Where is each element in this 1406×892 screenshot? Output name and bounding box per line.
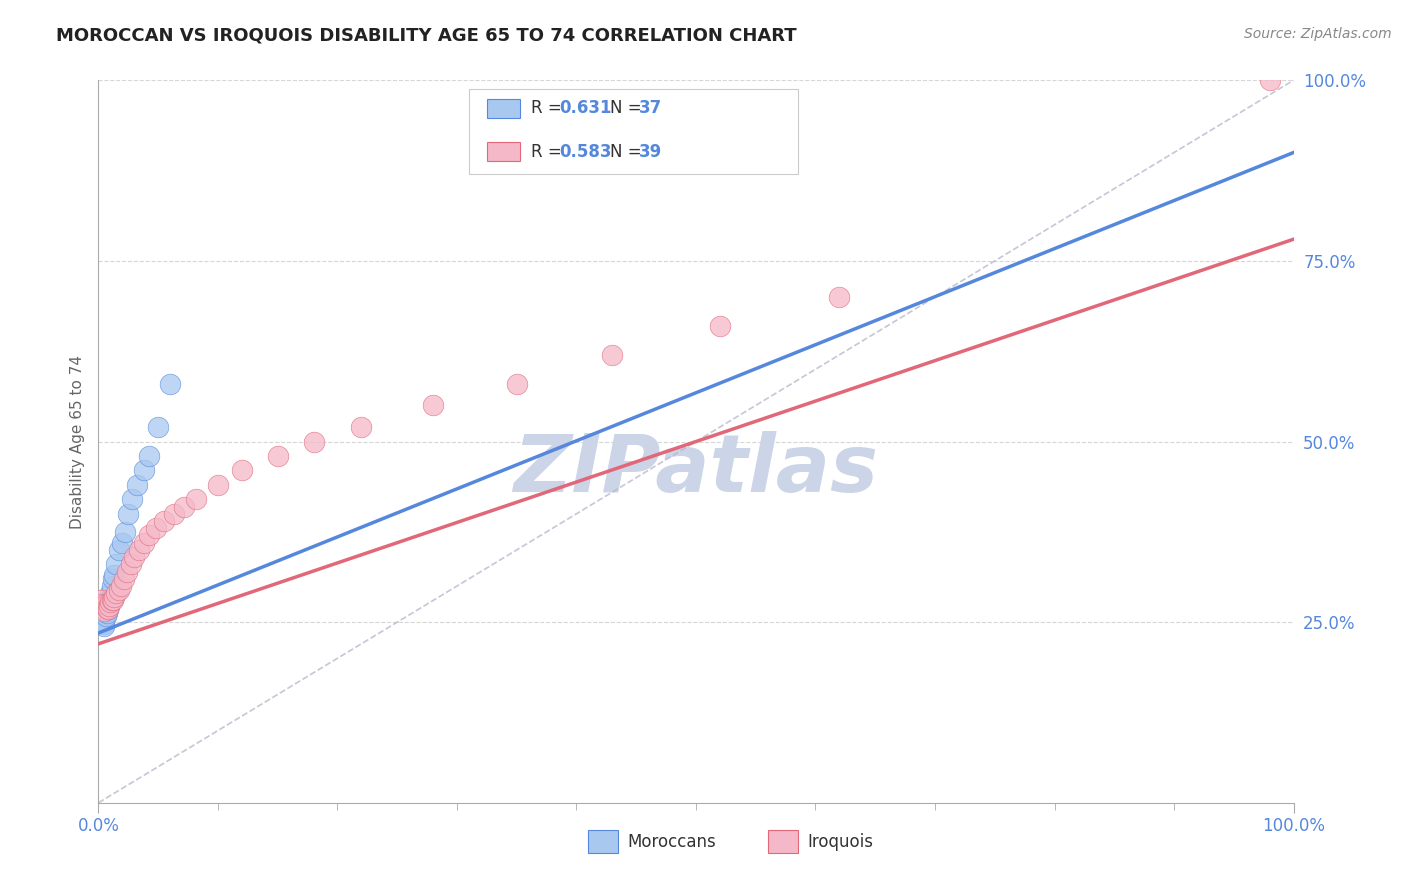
Point bbox=[90, 593, 112, 607]
Point bbox=[103, 590, 125, 604]
Point bbox=[94, 604, 117, 618]
Point bbox=[103, 568, 125, 582]
Point bbox=[97, 602, 120, 616]
Point bbox=[94, 609, 117, 624]
Text: 0.631: 0.631 bbox=[560, 100, 612, 118]
Point bbox=[93, 602, 115, 616]
Point bbox=[115, 565, 138, 579]
Point bbox=[107, 582, 129, 597]
Point bbox=[1258, 73, 1281, 87]
Point bbox=[101, 572, 124, 586]
Point bbox=[138, 528, 160, 542]
Text: Moroccans: Moroccans bbox=[628, 833, 717, 851]
Point bbox=[96, 599, 118, 614]
Point bbox=[91, 607, 114, 622]
Point bbox=[97, 602, 120, 616]
Point bbox=[93, 619, 115, 633]
Point bbox=[121, 492, 143, 507]
Point bbox=[105, 558, 128, 572]
Point bbox=[145, 521, 167, 535]
Bar bbox=[589, 830, 619, 854]
Point bbox=[148, 420, 170, 434]
Point bbox=[101, 593, 124, 607]
Text: ZIPatlas: ZIPatlas bbox=[513, 432, 879, 509]
Point bbox=[112, 572, 135, 586]
Point bbox=[125, 478, 148, 492]
Point bbox=[506, 376, 529, 391]
Point bbox=[114, 524, 136, 539]
Point bbox=[98, 592, 122, 607]
Point bbox=[98, 599, 121, 614]
Point bbox=[132, 463, 155, 477]
Bar bbox=[486, 99, 520, 118]
Point bbox=[186, 492, 208, 507]
Point bbox=[96, 602, 118, 616]
Point bbox=[709, 318, 731, 333]
Point bbox=[94, 597, 117, 611]
Point bbox=[91, 600, 114, 615]
Point bbox=[105, 586, 128, 600]
Point bbox=[93, 609, 115, 624]
Point bbox=[153, 514, 176, 528]
Point bbox=[96, 600, 118, 615]
Point bbox=[117, 507, 139, 521]
Point bbox=[91, 611, 114, 625]
Y-axis label: Disability Age 65 to 74: Disability Age 65 to 74 bbox=[69, 354, 84, 529]
Point bbox=[93, 604, 115, 618]
Point bbox=[97, 597, 120, 611]
Point bbox=[98, 595, 122, 609]
Point bbox=[302, 434, 325, 449]
Point bbox=[132, 535, 155, 549]
Point bbox=[90, 604, 112, 618]
Text: 0.583: 0.583 bbox=[560, 143, 612, 161]
Point bbox=[602, 348, 624, 362]
Point bbox=[267, 449, 290, 463]
Text: MOROCCAN VS IROQUOIS DISABILITY AGE 65 TO 74 CORRELATION CHART: MOROCCAN VS IROQUOIS DISABILITY AGE 65 T… bbox=[56, 27, 797, 45]
Text: Iroquois: Iroquois bbox=[807, 833, 873, 851]
Point bbox=[91, 614, 114, 628]
FancyBboxPatch shape bbox=[470, 89, 797, 174]
Point bbox=[111, 535, 134, 549]
Text: N =: N = bbox=[610, 143, 647, 161]
Point bbox=[110, 579, 132, 593]
Point bbox=[124, 550, 146, 565]
Point bbox=[138, 449, 160, 463]
Point bbox=[828, 290, 851, 304]
Text: 37: 37 bbox=[638, 100, 662, 118]
Point bbox=[207, 478, 229, 492]
Point bbox=[98, 593, 121, 607]
Point bbox=[100, 579, 122, 593]
Text: R =: R = bbox=[531, 143, 567, 161]
Point bbox=[96, 607, 118, 621]
Point bbox=[173, 500, 195, 514]
Point bbox=[90, 600, 112, 615]
Point bbox=[350, 420, 373, 434]
Point bbox=[91, 611, 114, 625]
Point bbox=[128, 542, 150, 557]
Bar bbox=[768, 830, 797, 854]
Point bbox=[98, 586, 122, 600]
Point bbox=[91, 607, 114, 622]
Text: Source: ZipAtlas.com: Source: ZipAtlas.com bbox=[1244, 27, 1392, 41]
Point bbox=[120, 558, 142, 572]
Text: N =: N = bbox=[610, 100, 647, 118]
Text: 39: 39 bbox=[638, 143, 662, 161]
Point bbox=[98, 599, 121, 614]
Point bbox=[91, 615, 114, 630]
Point bbox=[93, 616, 115, 631]
Point bbox=[100, 593, 122, 607]
Point bbox=[91, 597, 114, 611]
Bar bbox=[486, 143, 520, 161]
Point bbox=[422, 398, 444, 412]
Point bbox=[163, 507, 186, 521]
Text: R =: R = bbox=[531, 100, 567, 118]
Point bbox=[231, 463, 253, 477]
Point bbox=[159, 376, 181, 391]
Point bbox=[93, 614, 115, 628]
Point bbox=[107, 542, 129, 557]
